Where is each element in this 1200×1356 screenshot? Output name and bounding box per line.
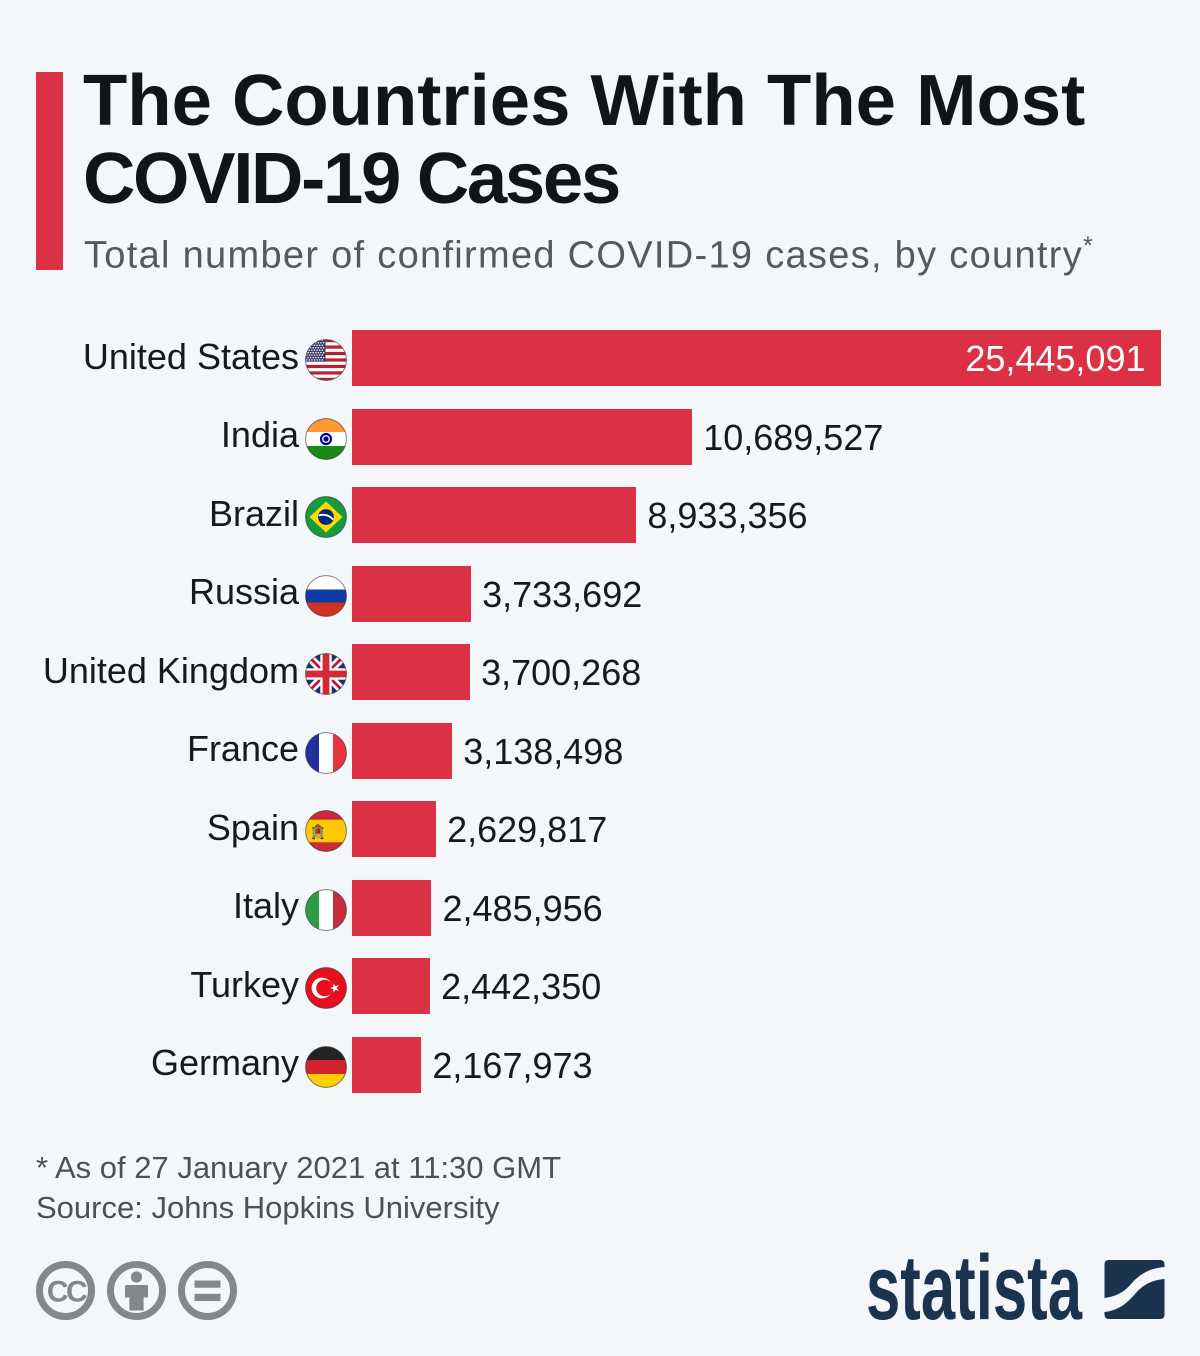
- svg-text:CC: CC: [47, 1276, 87, 1309]
- svg-text:statista: statista: [866, 1252, 1083, 1327]
